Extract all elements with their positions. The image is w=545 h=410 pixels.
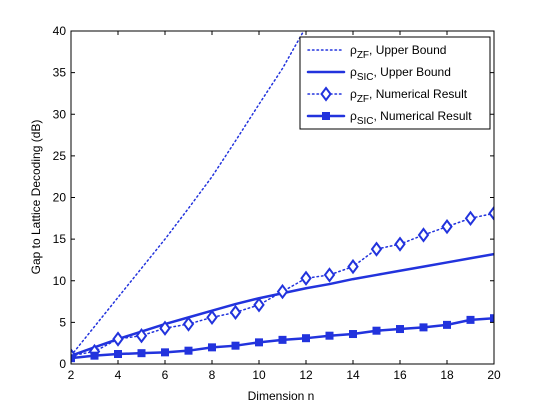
- data-point: [490, 314, 494, 323]
- y-tick-label: 10: [53, 274, 67, 288]
- data-point: [161, 348, 169, 357]
- legend-suffix: , Numerical Result: [369, 87, 468, 101]
- y-tick-label: 35: [53, 66, 67, 80]
- data-point: [370, 241, 383, 257]
- data-point: [114, 350, 122, 359]
- x-tick-label: 6: [162, 368, 169, 382]
- series-4: [71, 314, 494, 363]
- legend-item-2: ρSIC, Upper Bound: [306, 65, 451, 83]
- data-point: [208, 343, 216, 352]
- series-layer: [71, 31, 494, 364]
- data-point: [417, 227, 430, 243]
- data-point: [71, 354, 75, 363]
- x-tick-label: 2: [68, 368, 75, 382]
- legend-rho: ρ: [350, 43, 357, 57]
- legend-subscript: ZF: [357, 50, 369, 61]
- y-tick-label: 20: [53, 191, 67, 205]
- legend-label: ρSIC, Numerical Result: [350, 109, 472, 127]
- data-point: [419, 323, 428, 332]
- data-point: [231, 341, 240, 350]
- y-tick-label: 15: [53, 232, 67, 246]
- data-point: [323, 267, 336, 283]
- data-point: [184, 346, 193, 355]
- data-point: [396, 325, 404, 334]
- legend-rho: ρ: [350, 65, 357, 79]
- series-line: [71, 31, 305, 357]
- data-point: [488, 205, 494, 221]
- axes: 2 4 6 8 10 12 14 16 18 20 0 5 10 15 20 25 30 35 40: [53, 24, 501, 382]
- data-point: [347, 258, 359, 275]
- legend-label: ρSIC, Upper Bound: [350, 65, 451, 83]
- data-point: [300, 270, 312, 286]
- data-point: [159, 320, 171, 336]
- legend-marker: [322, 112, 330, 120]
- legend-item-3: ρZF, Numerical Result: [307, 86, 468, 105]
- legend-suffix: , Numerical Result: [374, 109, 473, 123]
- legend-subscript: SIC: [357, 116, 374, 127]
- series-1: [71, 31, 305, 357]
- legend-label: ρZF, Upper Bound: [350, 43, 446, 61]
- data-point: [253, 297, 265, 313]
- x-tick-label: 4: [115, 368, 122, 382]
- data-point: [229, 304, 242, 321]
- y-tick-label: 25: [53, 149, 67, 163]
- data-point: [302, 334, 310, 343]
- data-point: [90, 351, 99, 360]
- legend-suffix: , Upper Bound: [369, 43, 446, 57]
- data-point: [276, 283, 289, 300]
- data-point: [464, 210, 477, 226]
- x-tick-label: 12: [299, 368, 313, 382]
- x-tick-label: 8: [209, 368, 216, 382]
- data-point: [135, 328, 148, 344]
- x-tick-label: 18: [440, 368, 454, 382]
- data-point: [349, 330, 357, 339]
- data-point: [441, 218, 453, 235]
- y-tick-label: 0: [59, 357, 66, 371]
- y-tick-label: 5: [59, 315, 66, 329]
- legend-marker: [320, 86, 332, 102]
- data-point: [443, 320, 451, 329]
- data-point: [112, 331, 124, 347]
- x-axis-label: Dimension n: [248, 389, 315, 403]
- legend-subscript: SIC: [357, 72, 374, 83]
- y-tick-label: 40: [53, 24, 67, 38]
- x-tick-label: 20: [487, 368, 501, 382]
- data-point: [206, 309, 218, 326]
- data-point: [137, 349, 146, 358]
- data-point: [466, 315, 475, 324]
- y-tick-label: 30: [53, 107, 67, 121]
- legend-label: ρZF, Numerical Result: [350, 87, 468, 105]
- data-point: [278, 335, 287, 344]
- legend-suffix: , Upper Bound: [374, 65, 451, 79]
- data-point: [325, 331, 334, 340]
- data-point: [372, 326, 381, 335]
- x-tick-label: 10: [252, 368, 266, 382]
- x-tick-label: 14: [346, 368, 360, 382]
- y-axis-label: Gap to Lattice Decoding (dB): [29, 120, 43, 275]
- legend-box: [299, 36, 491, 130]
- x-tick-label: 16: [393, 368, 407, 382]
- legend-item-4: ρSIC, Numerical Result: [306, 109, 472, 127]
- legend-item-1: ρZF, Upper Bound: [307, 43, 446, 61]
- data-point: [255, 338, 263, 347]
- legend-subscript: ZF: [357, 94, 369, 105]
- data-point: [394, 236, 406, 252]
- legend-rho: ρ: [350, 109, 357, 123]
- data-point: [182, 316, 195, 332]
- legend-rho: ρ: [350, 87, 357, 101]
